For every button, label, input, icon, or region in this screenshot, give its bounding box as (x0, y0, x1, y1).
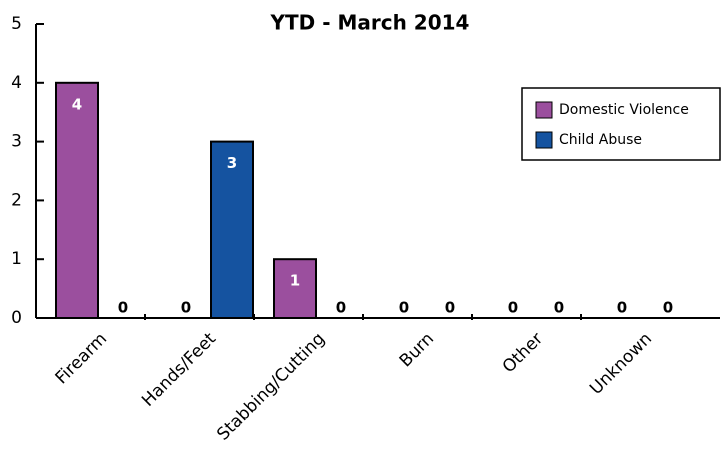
x-tick-label: Stabbing/Cutting (213, 329, 329, 445)
y-tick-label: 3 (11, 132, 22, 152)
value-label: 0 (508, 299, 518, 317)
value-label: 0 (181, 299, 191, 317)
value-label: 0 (445, 299, 455, 317)
value-label: 0 (118, 299, 128, 317)
x-tick-label: Other (499, 329, 547, 377)
legend-swatch (535, 101, 553, 119)
value-label: 4 (72, 95, 82, 113)
value-label: 0 (554, 299, 564, 317)
bar (210, 140, 254, 319)
y-tick-label: 5 (11, 14, 22, 34)
legend-label: Domestic Violence (559, 102, 689, 118)
y-tick-label: 1 (11, 249, 22, 269)
y-tick-label: 4 (11, 73, 22, 93)
y-tick-label: 2 (11, 190, 22, 210)
value-label: 0 (399, 299, 409, 317)
value-label: 1 (290, 272, 300, 290)
x-tick-label: Hands/Feet (138, 329, 220, 411)
value-label: 0 (336, 299, 346, 317)
legend-label: Child Abuse (559, 132, 642, 148)
x-tick-label: Firearm (52, 329, 111, 388)
bar (273, 258, 317, 320)
legend-box (521, 87, 721, 161)
value-label: 0 (663, 299, 673, 317)
value-label: 3 (227, 154, 237, 172)
x-tick-label: Burn (396, 329, 438, 371)
y-tick-label: 0 (11, 308, 22, 328)
bar (55, 81, 99, 319)
chart-title: YTD - March 2014 (270, 11, 470, 35)
x-tick-label: Unknown (586, 329, 656, 399)
legend-swatch (535, 131, 553, 149)
value-label: 0 (617, 299, 627, 317)
